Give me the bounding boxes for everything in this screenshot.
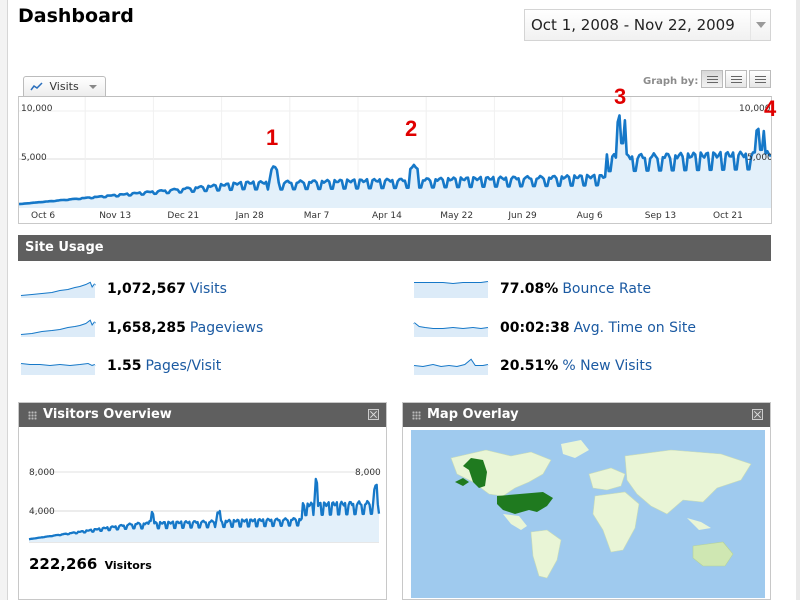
vo-y-label-8000-right: 8,000 <box>355 468 381 478</box>
chevron-down-icon[interactable] <box>750 10 770 40</box>
visitors-overview-panel: Visitors Overview 8,000 4,000 8,000 222,… <box>18 402 387 600</box>
new-visits-sparkline <box>413 358 489 375</box>
bounce-rate-link[interactable]: Bounce Rate <box>562 281 652 297</box>
visitors-total-value: 222,266 <box>29 555 98 573</box>
x-label: Dec 21 <box>167 211 199 221</box>
visits-line <box>18 114 772 206</box>
x-label: Aug 6 <box>577 211 603 221</box>
line-chart-icon <box>30 82 43 91</box>
world-map-svg <box>450 440 752 579</box>
indonesia-shape[interactable] <box>687 518 711 530</box>
visits-sparkline <box>20 281 96 298</box>
graph-by-label: Graph by: <box>643 76 699 87</box>
x-label: Jun 29 <box>507 211 537 221</box>
africa-shape[interactable] <box>592 491 640 553</box>
usage-bounce-rate: 77.08% Bounce Rate <box>413 279 771 301</box>
usage-visits: 1,072,567 Visits <box>20 279 380 301</box>
visitors-area <box>29 478 379 542</box>
x-label: Jan 28 <box>235 211 264 221</box>
x-label: May 22 <box>440 211 473 221</box>
dropdown-arrow-icon <box>89 85 97 89</box>
x-label: Oct 6 <box>31 211 55 221</box>
avg-time-value: 00:02:38 Avg. Time on Site <box>500 320 696 336</box>
x-label: Sep 13 <box>645 211 676 221</box>
y-label-5000-right: 5,000 <box>747 153 771 163</box>
metric-tab-label: Visits <box>49 80 79 93</box>
date-range-selector[interactable]: Oct 1, 2008 - Nov 22, 2009 <box>524 9 771 41</box>
annotation-1: 1 <box>266 125 279 150</box>
australia-shape[interactable] <box>692 541 734 567</box>
pageviews-sparkline <box>20 319 96 337</box>
pages-visit-link[interactable]: Pages/Visit <box>145 358 222 374</box>
bounce-rate-sparkline <box>414 281 489 298</box>
new-visits-link[interactable]: % New Visits <box>562 358 653 374</box>
visits-chart-svg: 10,000 5,000 10,000 5,000 Oct 6 Nov 13 Dec… <box>16 97 773 221</box>
pages-visit-value: 1.55 Pages/Visit <box>107 358 222 374</box>
new-visits-value: 20.51%% New Visits <box>500 358 653 374</box>
close-icon[interactable] <box>752 409 763 420</box>
south-america-shape[interactable] <box>530 529 562 579</box>
y-label-5000: 5,000 <box>21 153 47 163</box>
europe-shape[interactable] <box>588 467 626 491</box>
vo-y-label-8000: 8,000 <box>29 468 55 478</box>
annotation-2: 2 <box>405 116 418 141</box>
site-usage-header: Site Usage <box>18 235 771 261</box>
pageviews-value: 1,658,285 Pageviews <box>107 320 264 336</box>
drag-handle-icon[interactable] <box>412 411 421 420</box>
vo-y-label-4000: 4,000 <box>29 507 55 517</box>
visitors-line <box>28 477 381 541</box>
bounce-rate-value: 77.08% Bounce Rate <box>500 281 652 297</box>
visitors-total-unit: Visitors <box>104 559 152 572</box>
metric-selector-tab[interactable]: Visits <box>23 76 106 97</box>
greenland-shape[interactable] <box>561 440 589 458</box>
usage-new-visits: 20.51%% New Visits <box>413 356 771 378</box>
usage-pageviews: 1,658,285 Pageviews <box>20 318 380 340</box>
drag-handle-icon[interactable] <box>28 411 37 420</box>
usa-shape[interactable] <box>497 492 553 514</box>
avg-time-link[interactable]: Avg. Time on Site <box>573 320 696 336</box>
visits-over-time-chart[interactable]: 10,000 5,000 10,000 5,000 Oct 6 Nov 13 Dec… <box>16 96 773 224</box>
asia-shape[interactable] <box>624 449 752 515</box>
annotation-4: 4 <box>764 96 777 121</box>
x-label: Mar 7 <box>304 211 330 221</box>
map-overlay-panel: Map Overlay <box>402 402 771 600</box>
alaska-shape[interactable] <box>463 458 487 488</box>
map-overlay-title: Map Overlay <box>427 407 519 422</box>
world-map[interactable] <box>411 430 765 598</box>
scrollbar[interactable] <box>796 0 800 600</box>
graph-by-week-button[interactable] <box>725 70 747 88</box>
map-overlay-header[interactable]: Map Overlay <box>403 403 770 427</box>
pages-visit-sparkline <box>20 362 96 375</box>
annotation-3: 3 <box>614 84 627 109</box>
usage-avg-time: 00:02:38 Avg. Time on Site <box>413 318 771 340</box>
x-label: Oct 21 <box>713 211 743 221</box>
mexico-shape[interactable] <box>503 514 527 530</box>
graph-by-day-button[interactable] <box>701 70 723 88</box>
graph-by-month-button[interactable] <box>749 70 771 88</box>
visitors-overview-title: Visitors Overview <box>43 407 172 422</box>
x-label: Apr 14 <box>372 211 402 221</box>
visits-value: 1,072,567 Visits <box>107 281 227 297</box>
close-icon[interactable] <box>368 409 379 420</box>
visits-link[interactable]: Visits <box>189 281 227 297</box>
visitors-overview-header[interactable]: Visitors Overview <box>19 403 386 427</box>
pageviews-link[interactable]: Pageviews <box>189 320 264 336</box>
y-label-10000: 10,000 <box>21 104 53 114</box>
usage-pages-visit: 1.55 Pages/Visit <box>20 356 380 378</box>
x-label: Nov 13 <box>99 211 131 221</box>
window-left-border <box>0 0 8 600</box>
visitors-chart-svg: 8,000 4,000 8,000 <box>28 468 381 543</box>
alaska-west-shape[interactable] <box>455 478 469 486</box>
visitors-total: 222,266 Visitors <box>29 555 152 573</box>
avg-time-sparkline <box>413 322 489 337</box>
y-label-10000-right: 10,000 <box>739 104 771 114</box>
page-title: Dashboard <box>18 5 134 27</box>
canada-shape[interactable] <box>450 449 552 497</box>
date-range-label: Oct 1, 2008 - Nov 22, 2009 <box>531 16 735 34</box>
